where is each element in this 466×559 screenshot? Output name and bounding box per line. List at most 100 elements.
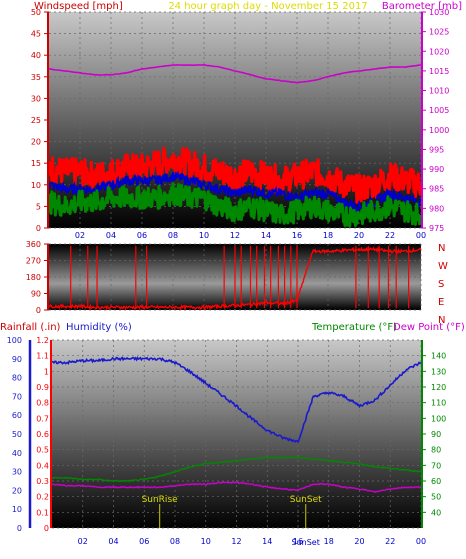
barometer-tick-label: 995 [429, 145, 444, 154]
rain-hour-tick-label: 16 [293, 537, 303, 546]
rainfall-tick-label: 0.3 [36, 477, 49, 486]
windspeed-title: Windspeed [mph] [34, 1, 123, 12]
windspeed-tick-label: 0 [36, 224, 41, 233]
humidity-tick-label: 50 [12, 430, 22, 439]
direction-tick-label: 180 [26, 273, 41, 282]
graph-date-title: 24 hour graph day - November 15 2017 [168, 1, 367, 12]
temperature-tick-label: 110 [431, 399, 446, 408]
direction-series-layer [48, 245, 422, 311]
rainfall-tick-label: 0.6 [36, 430, 49, 439]
wind-hour-tick-label: 08 [168, 231, 178, 240]
wind-hour-tick-label: 06 [137, 231, 147, 240]
temperature-tick-label: 40 [431, 508, 441, 517]
direction-tick-label: 360 [26, 240, 41, 249]
windspeed-tick-label: 45 [31, 30, 41, 39]
temperature-tick-label: 120 [431, 383, 446, 392]
windspeed-tick-label: 35 [31, 73, 41, 82]
temperature-tick-label: 80 [431, 446, 441, 455]
barometer-tick-label: 990 [429, 165, 444, 174]
rainfall-tick-label: 0.2 [36, 493, 49, 502]
humidity-tick-label: 80 [12, 374, 22, 383]
compass-label-N: N [438, 243, 445, 254]
rain-grid [52, 339, 422, 529]
sunset-axis-label: SunSet [292, 538, 320, 547]
rain-hour-tick-label: 18 [324, 537, 334, 546]
barometer-tick-label: 1000 [429, 126, 449, 135]
wind-hour-tick-label: 14 [261, 231, 271, 240]
rainfall-tick-label: 1.1 [36, 352, 49, 361]
sunrise-label: SunRise [142, 495, 179, 505]
wind-hour-tick-label: 10 [199, 231, 209, 240]
windspeed-tick-label: 20 [31, 138, 41, 147]
rain-hour-tick-label: 10 [201, 537, 211, 546]
direction-tick-label: 90 [31, 290, 41, 299]
rain-hour-tick-label: 08 [170, 537, 180, 546]
rain-hour-tick-label: 20 [354, 537, 364, 546]
windspeed-tick-label: 15 [31, 159, 41, 168]
humidity-tick-label: 90 [12, 355, 22, 364]
direction-tick-label: 270 [26, 257, 41, 266]
temperature-tick-label: 100 [431, 414, 446, 423]
rain-series-humidity [51, 356, 422, 444]
rainfall-tick-label: 0.8 [36, 399, 49, 408]
barometer-tick-label: 1020 [429, 47, 449, 56]
humidity-tick-label: 100 [7, 336, 22, 345]
dewpoint-label: Dew Point (°F) [393, 322, 465, 333]
rainfall-tick-label: 0.4 [36, 461, 49, 470]
rain-hour-tick-label: 12 [231, 537, 241, 546]
wind-series-wind_low [47, 182, 423, 228]
wind-hour-tick-label: 18 [323, 231, 333, 240]
wind-hour-tick-label: 16 [292, 231, 302, 240]
temperature-tick-label: 140 [431, 352, 446, 361]
wind-series-gust [47, 146, 423, 204]
windspeed-tick-label: 30 [31, 94, 41, 103]
rain-hour-tick-label: 06 [139, 537, 149, 546]
rain-hour-tick-label: 04 [108, 537, 118, 546]
rain-axes: 02 04 06 08 10 12 14 16 18 20 22 0000.10.20.30.40.5… [7, 336, 447, 546]
temperature-tick-label: 90 [431, 430, 441, 439]
barometer-tick-label: 1015 [429, 67, 449, 76]
windspeed-tick-label: 40 [31, 51, 41, 60]
temperature-tick-label: 130 [431, 367, 446, 376]
barometer-tick-label: 1010 [429, 87, 449, 96]
rainfall-label: Rainfall (.in) [0, 322, 61, 333]
rain-hour-tick-label: 14 [262, 537, 272, 546]
windspeed-tick-label: 5 [36, 202, 41, 211]
temperature-label: Temperature (°F) [311, 322, 397, 333]
humidity-tick-label: 60 [12, 411, 22, 420]
wind-axes: 02 04 06 08 10 12 14 16 18 20 22 000510152025303540… [31, 8, 450, 240]
barometer-tick-label: 975 [429, 224, 444, 233]
direction-grid [49, 243, 422, 311]
wind-series-layer [47, 63, 423, 228]
humidity-tick-label: 30 [12, 468, 22, 477]
wind-hour-tick-label: 22 [385, 231, 395, 240]
rainfall-tick-label: 0.5 [36, 446, 49, 455]
temperature-tick-label: 70 [431, 461, 441, 470]
wind-series-wind_avg [48, 170, 422, 214]
barometer-tick-label: 1025 [429, 28, 449, 37]
rainfall-tick-label: 0 [44, 524, 49, 533]
rain-hour-tick-label: 22 [385, 537, 395, 546]
direction-tick-label: 0 [36, 306, 41, 315]
compass-label-S: S [438, 279, 444, 290]
rainfall-tick-label: 1 [44, 367, 49, 376]
rain-hour-tick-label: 02 [78, 537, 88, 546]
humidity-tick-label: 70 [12, 392, 22, 401]
barometer-tick-label: 985 [429, 185, 444, 194]
wind-hour-tick-label: 20 [354, 231, 364, 240]
temperature-tick-label: 50 [431, 493, 441, 502]
rainfall-tick-label: 0.9 [36, 383, 49, 392]
sunset-label: SunSet [290, 495, 322, 505]
barometer-title: Barometer [mb] [382, 1, 462, 12]
rainfall-tick-label: 0.7 [36, 414, 49, 423]
compass-label-E: E [438, 297, 444, 308]
humidity-tick-label: 0 [17, 524, 22, 533]
wind-hour-tick-label: 12 [230, 231, 240, 240]
rain-series-layer [51, 356, 422, 494]
compass-label-N: N [438, 315, 445, 326]
humidity-tick-label: 20 [12, 486, 22, 495]
windspeed-tick-label: 50 [31, 8, 41, 17]
barometer-tick-label: 1005 [429, 106, 449, 115]
